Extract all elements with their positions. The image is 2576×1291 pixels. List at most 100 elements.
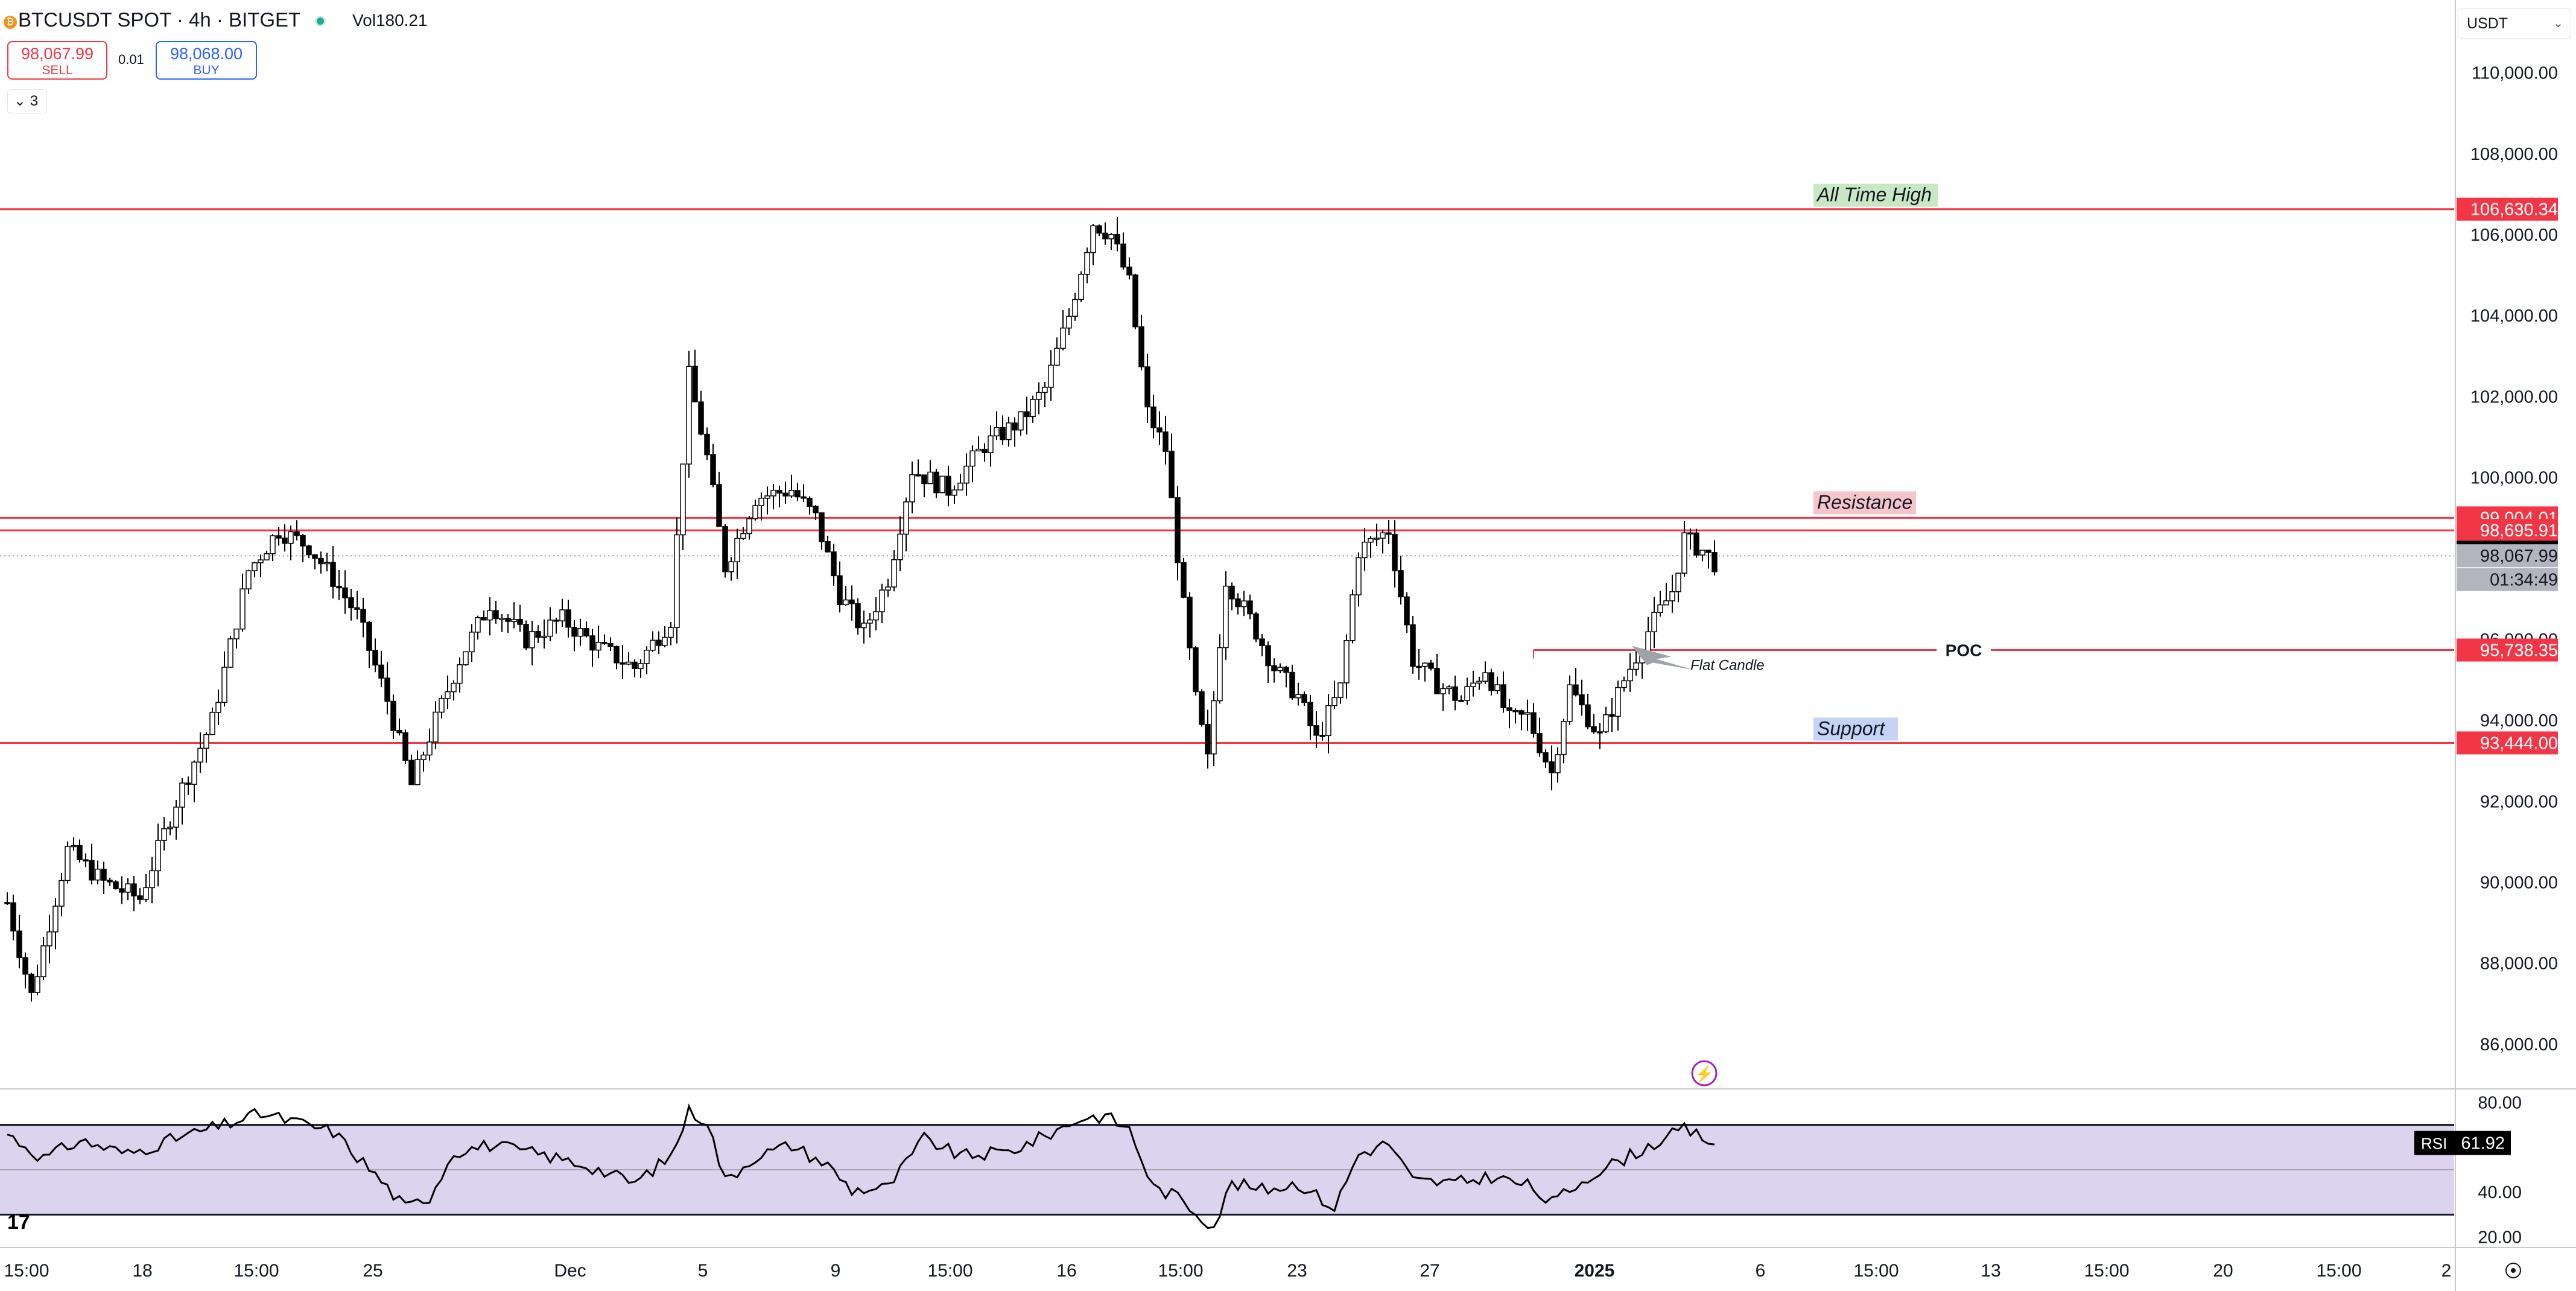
indicators-count: 3 xyxy=(30,93,39,109)
candle-body xyxy=(517,619,523,625)
symbol-title[interactable]: BTCUSDT SPOT · 4h · BITGET xyxy=(18,8,301,31)
candle-body xyxy=(1392,534,1398,571)
candle-body xyxy=(710,454,716,486)
candle-body xyxy=(1446,686,1452,690)
candle-body xyxy=(795,490,801,498)
candle-body xyxy=(1531,712,1537,734)
candle-body xyxy=(716,484,722,527)
candle-body xyxy=(1705,550,1712,553)
candle-body xyxy=(52,906,59,933)
currency-select[interactable]: USDT ⌄ xyxy=(2458,8,2571,39)
candle-body xyxy=(414,759,420,785)
candle-body xyxy=(1350,594,1356,641)
candle-body xyxy=(149,870,155,889)
sell-button[interactable]: 98,067.99 SELL xyxy=(7,41,107,80)
candle-body xyxy=(776,489,782,494)
price-badge xyxy=(2457,197,2558,221)
candle-body xyxy=(656,639,662,646)
rsi-value-badge xyxy=(2414,1131,2511,1155)
time-tick-label: 23 xyxy=(1287,1261,1307,1281)
candle-body xyxy=(1054,347,1060,366)
volume-label: Vol xyxy=(352,11,376,30)
resistance-label-bg xyxy=(1813,491,1916,515)
candle-body xyxy=(34,976,40,993)
sell-price: 98,067.99 xyxy=(21,45,94,63)
candle-body xyxy=(342,587,348,598)
candle-body xyxy=(1621,680,1627,688)
candle-body xyxy=(276,535,282,539)
candle-body xyxy=(1428,662,1434,669)
support-label: Support xyxy=(1817,717,1885,739)
candle-body xyxy=(1235,598,1241,607)
market-status-dot-icon xyxy=(315,16,326,27)
candle-body xyxy=(782,492,788,496)
candle-body xyxy=(1319,735,1325,737)
candle-body xyxy=(119,888,125,893)
candle-body xyxy=(131,883,137,896)
candle-body xyxy=(215,702,221,713)
candle-body xyxy=(59,880,65,907)
candle-body xyxy=(1132,274,1138,328)
candle-body xyxy=(1036,392,1042,400)
buy-button[interactable]: 98,068.00 BUY xyxy=(156,41,257,80)
candle-body xyxy=(22,957,28,975)
price-badge-label: 01:34:49 xyxy=(2490,571,2558,590)
candle-body xyxy=(173,807,179,828)
candle-body xyxy=(1470,682,1476,687)
candle-body xyxy=(125,883,131,893)
candle-body xyxy=(1289,671,1295,699)
currency-value: USDT xyxy=(2467,15,2508,32)
time-tick-label: 16 xyxy=(1056,1261,1076,1281)
candle-body xyxy=(813,506,819,513)
rsi-tick-label: 40.00 xyxy=(2478,1183,2522,1202)
candle-body xyxy=(1567,684,1573,722)
candle-body xyxy=(686,366,692,465)
rsi-tick-label: 20.00 xyxy=(2478,1228,2522,1248)
candle-body xyxy=(1325,705,1331,737)
candle-body xyxy=(221,667,227,703)
candle-body xyxy=(378,664,384,679)
candle-body xyxy=(595,642,601,651)
candle-body xyxy=(843,599,849,606)
candle-body xyxy=(1603,714,1609,732)
candle-body xyxy=(77,845,83,860)
candle-body xyxy=(559,609,565,621)
candle-body xyxy=(312,554,318,559)
candle-body xyxy=(1482,672,1488,682)
candle-body xyxy=(179,782,185,808)
candle-body xyxy=(1362,541,1368,559)
candle-body xyxy=(698,401,704,435)
alert-bolt-icon[interactable] xyxy=(1691,1060,1718,1086)
candle-body xyxy=(867,619,873,624)
candle-body xyxy=(982,448,988,454)
candle-body xyxy=(620,662,626,665)
price-tick-label: 108,000.00 xyxy=(2470,145,2558,164)
candle-body xyxy=(1271,665,1277,671)
candle-body xyxy=(1337,682,1344,699)
candle-body xyxy=(1301,694,1307,703)
candle-body xyxy=(1102,232,1108,239)
indicators-toggle-button[interactable]: ⌄ 3 xyxy=(7,89,47,113)
candle-body xyxy=(601,642,608,644)
candle-body xyxy=(788,490,795,496)
price-tick-label: 90,000.00 xyxy=(2480,874,2558,893)
price-tick-label: 110,000.00 xyxy=(2472,64,2558,83)
candle-body xyxy=(95,868,101,881)
candle-body xyxy=(626,661,632,665)
candle-body xyxy=(65,846,71,881)
settings-gear-icon[interactable] xyxy=(2505,1263,2521,1278)
candle-body xyxy=(1217,647,1223,702)
candle-body xyxy=(1024,411,1030,417)
price-badge xyxy=(2457,568,2558,591)
candle-body xyxy=(1464,686,1470,701)
candle-body xyxy=(457,664,463,684)
candle-body xyxy=(282,538,288,544)
candle-body xyxy=(1199,691,1205,725)
candle-body xyxy=(1512,710,1518,712)
rsi-badge-label: RSI xyxy=(2421,1135,2447,1153)
candle-body xyxy=(10,902,16,931)
candle-body xyxy=(807,498,813,507)
candle-body xyxy=(1699,550,1705,556)
candle-body xyxy=(1138,326,1144,367)
